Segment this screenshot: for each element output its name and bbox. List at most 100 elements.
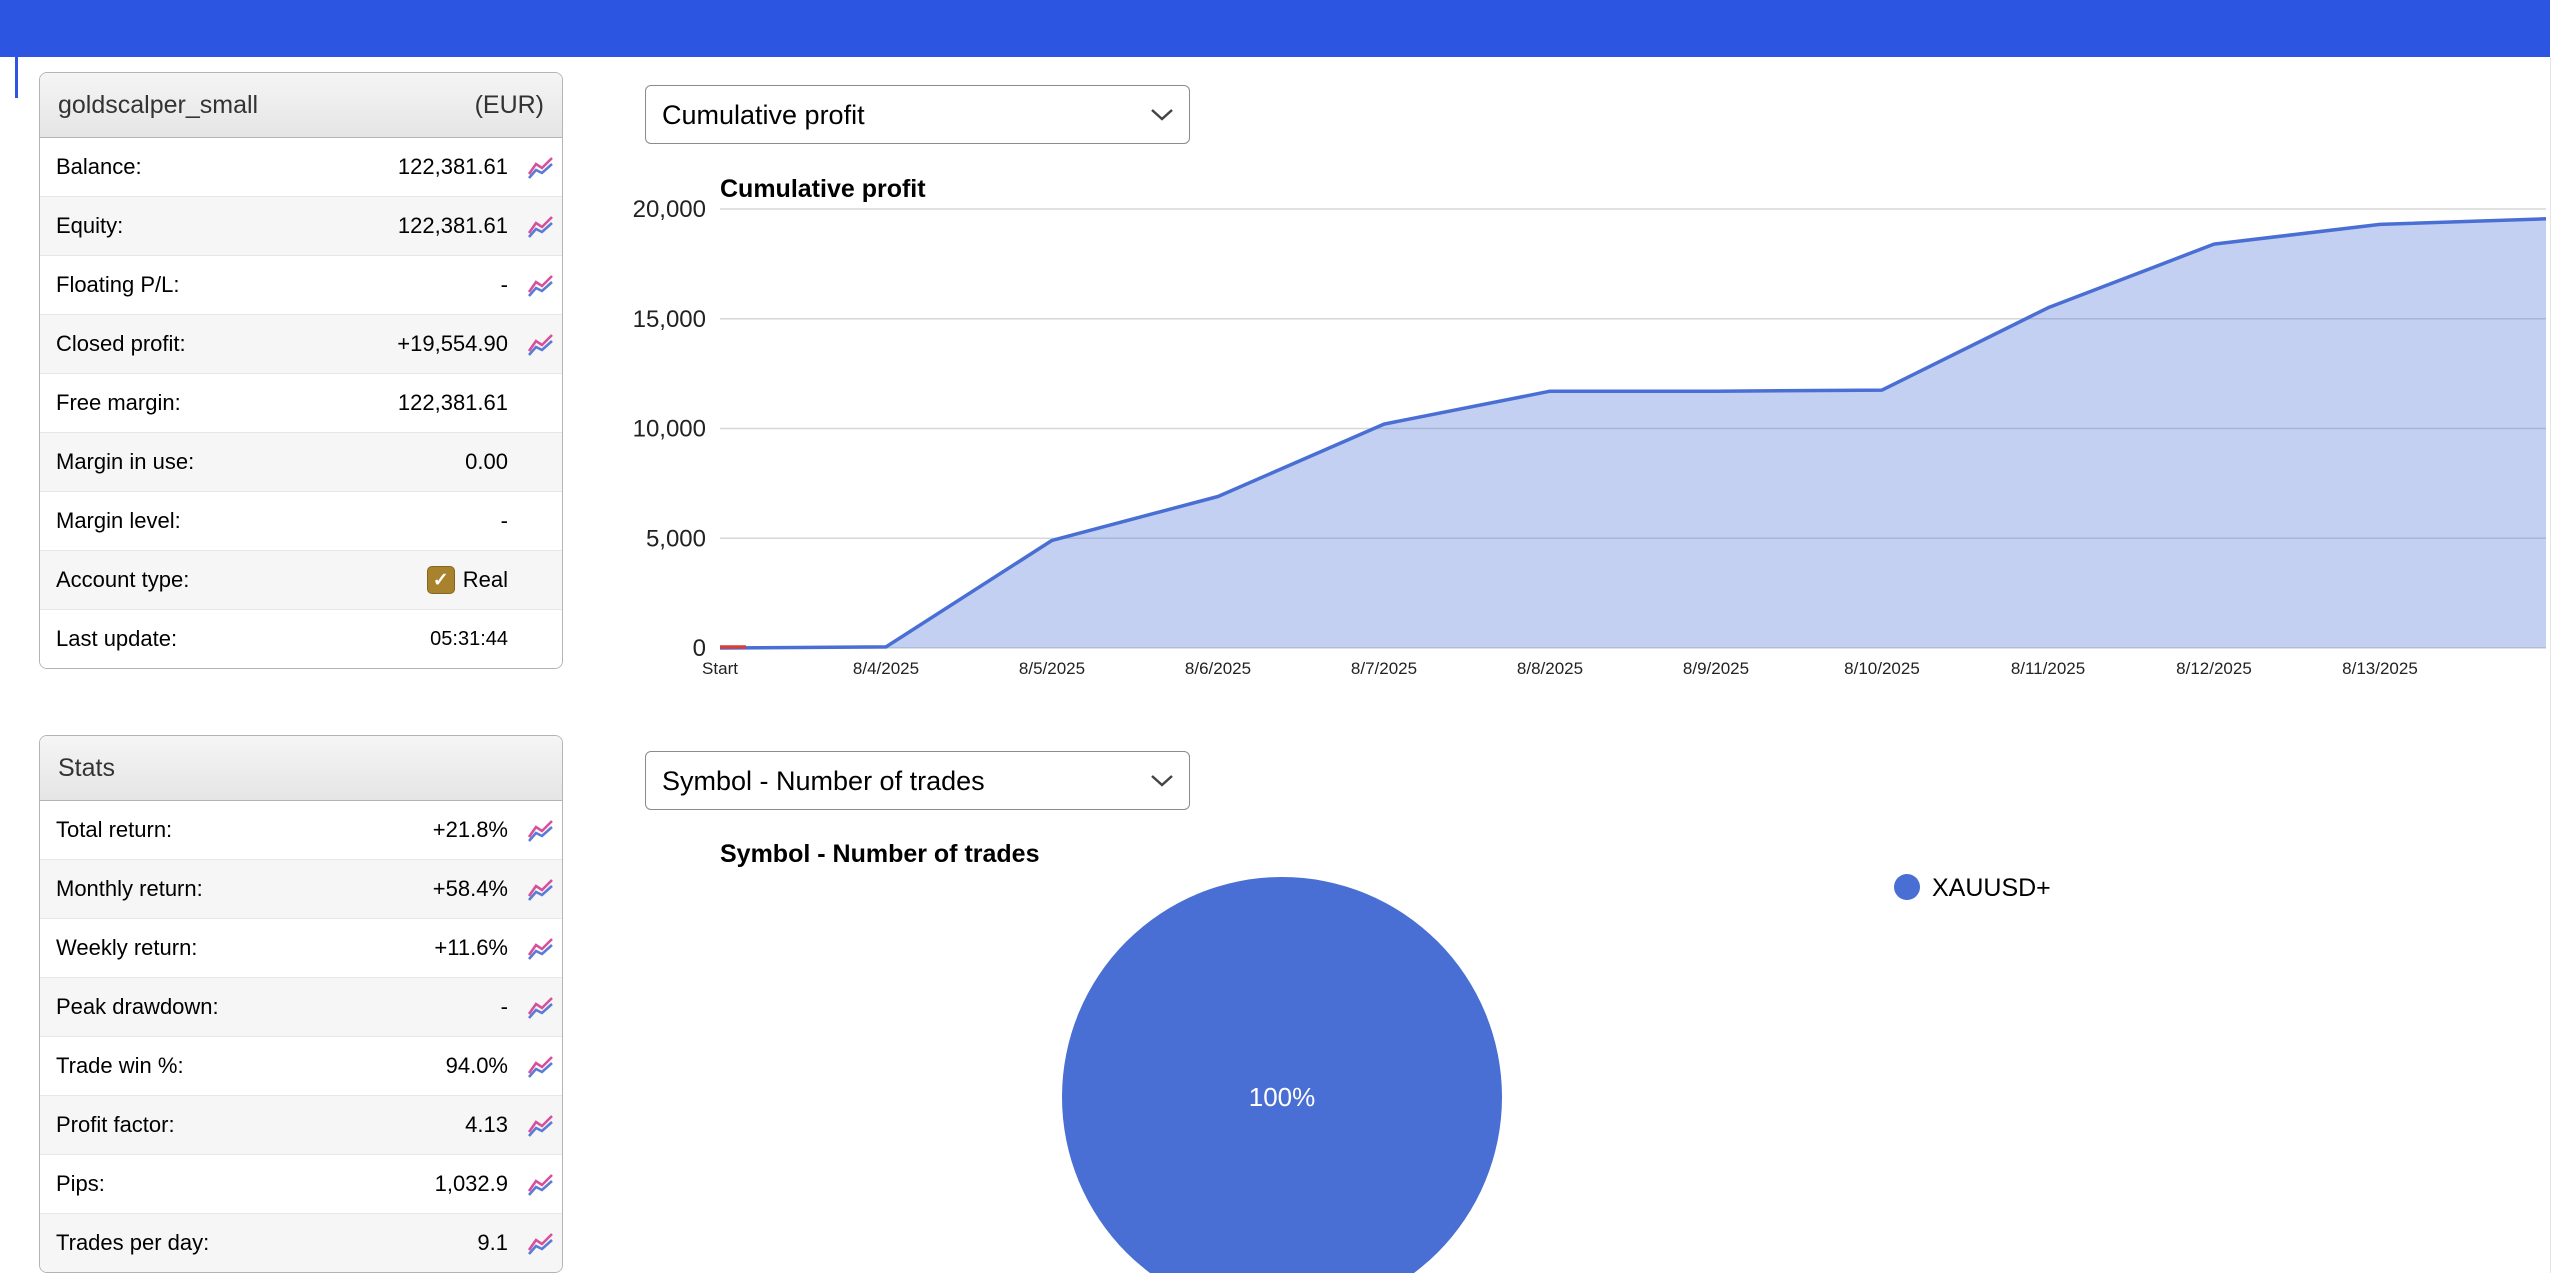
row-label: Floating P/L: — [56, 272, 180, 297]
stat-row: Trade win %: 94.0% — [40, 1037, 562, 1096]
sparkline-chart-icon[interactable] — [527, 1231, 554, 1255]
sparkline-chart-icon[interactable] — [527, 995, 554, 1019]
y-axis-label: 0 — [693, 635, 706, 662]
y-axis-label: 5,000 — [646, 525, 706, 552]
row-label: Weekly return: — [56, 935, 198, 960]
sparkline-chart-icon[interactable] — [527, 155, 554, 179]
row-label: Peak drawdown: — [56, 994, 219, 1019]
stat-row: Weekly return: +11.6% — [40, 919, 562, 978]
sparkline-chart-icon[interactable] — [527, 273, 554, 297]
chart1-title: Cumulative profit — [720, 175, 926, 203]
sparkline-chart-icon[interactable] — [527, 1172, 554, 1196]
sparkline-chart-icon[interactable] — [527, 214, 554, 238]
row-value: +19,554.90 — [397, 331, 508, 356]
account-row: Balance: 122,381.61 — [40, 138, 562, 197]
row-icon-cell — [508, 818, 554, 842]
stat-row: Trades per day: 9.1 — [40, 1214, 562, 1272]
x-axis-label: 8/6/2025 — [1185, 659, 1251, 678]
row-label: Total return: — [56, 817, 173, 842]
pie-slice-label: 100% — [1249, 1082, 1316, 1112]
row-value: 122,381.61 — [397, 213, 508, 238]
x-axis-label: Start — [702, 659, 738, 678]
sparkline-chart-icon[interactable] — [527, 1054, 554, 1078]
row-icon-cell — [508, 332, 554, 356]
cumulative-profit-chart: Cumulative profit 0 5,000 10,000 15,000 20,00… — [633, 175, 2547, 678]
row-value: 1,032.9 — [434, 1171, 508, 1196]
account-row: Margin level: - — [40, 492, 562, 551]
sparkline-chart-icon[interactable] — [527, 877, 554, 901]
chart1-type-select[interactable]: Cumulative profit — [645, 85, 1190, 144]
row-value: - — [500, 994, 508, 1019]
row-icon-cell — [508, 1172, 554, 1196]
row-label: Margin level: — [56, 508, 181, 533]
account-row: Free margin: 122,381.61 — [40, 374, 562, 433]
row-value: +21.8% — [432, 817, 508, 842]
row-label: Trades per day: — [56, 1230, 210, 1255]
account-row: Closed profit: +19,554.90 — [40, 315, 562, 374]
row-value: 9.1 — [477, 1230, 508, 1255]
account-row: Last update: 05:31:44 — [40, 610, 562, 668]
stats-rows: Total return: +21.8% Monthly return: +58.4%… — [40, 801, 562, 1272]
profit-line — [719, 217, 2547, 650]
stats-title: Stats — [58, 753, 115, 782]
account-row: Account type: ✓ Real — [40, 551, 562, 610]
account-row: Equity: 122,381.61 — [40, 197, 562, 256]
row-icon-cell — [508, 273, 554, 297]
stat-row: Peak drawdown: - — [40, 978, 562, 1037]
x-axis-label: 8/7/2025 — [1351, 659, 1417, 678]
symbol-trades-pie-chart: Symbol - Number of trades 100% XAUUSD+ — [720, 840, 2051, 1273]
row-value: +58.4% — [432, 876, 508, 901]
row-icon-cell — [508, 155, 554, 179]
row-label: Equity: — [56, 213, 124, 238]
sparkline-chart-icon[interactable] — [527, 332, 554, 356]
row-icon-cell — [508, 995, 554, 1019]
y-axis-label: 20,000 — [633, 196, 706, 223]
page-right-border — [2550, 57, 2551, 1273]
chart2-type-select[interactable]: Symbol - Number of trades — [645, 751, 1190, 810]
row-value: - — [500, 272, 508, 297]
area-fill — [720, 218, 2546, 649]
x-axis-label: 8/8/2025 — [1517, 659, 1583, 678]
row-label: Profit factor: — [56, 1112, 175, 1137]
x-axis-label: 8/5/2025 — [1019, 659, 1085, 678]
account-row: Margin in use: 0.00 — [40, 433, 562, 492]
y-axis-label: 10,000 — [633, 416, 706, 443]
row-label: Last update: — [56, 626, 178, 651]
x-axis-label: 8/4/2025 — [853, 659, 919, 678]
account-row: Floating P/L: - — [40, 256, 562, 315]
account-rows: Balance: 122,381.61 Equity: 122,381.61 Float… — [40, 138, 562, 668]
stat-row: Pips: 1,032.9 — [40, 1155, 562, 1214]
stat-row: Total return: +21.8% — [40, 801, 562, 860]
y-axis-label: 15,000 — [633, 306, 706, 333]
row-value: 122,381.61 — [397, 154, 508, 179]
chart2-select-wrap: Symbol - Number of trades — [645, 751, 1190, 810]
account-currency: (EUR) — [474, 90, 544, 119]
row-label: Closed profit: — [56, 331, 186, 356]
row-label: Free margin: — [56, 390, 181, 415]
sparkline-chart-icon[interactable] — [527, 1113, 554, 1137]
row-icon-cell — [508, 936, 554, 960]
row-label: Pips: — [56, 1171, 105, 1196]
sparkline-chart-icon[interactable] — [527, 818, 554, 842]
row-value: 4.13 — [465, 1112, 508, 1137]
row-value: +11.6% — [434, 935, 508, 960]
chart2-title: Symbol - Number of trades — [720, 840, 1040, 868]
row-icon-cell — [508, 877, 554, 901]
chart1-select-wrap: Cumulative profit — [645, 85, 1190, 144]
account-summary-panel: goldscalper_small (EUR) Balance: 122,381.… — [39, 72, 563, 669]
x-axis-label: 8/11/2025 — [2011, 659, 2085, 678]
account-name: goldscalper_small — [58, 90, 259, 119]
row-value: ✓ Real — [426, 566, 508, 594]
x-axis-label: 8/13/2025 — [2342, 659, 2418, 678]
row-icon-cell — [508, 214, 554, 238]
row-icon-cell — [508, 1113, 554, 1137]
x-axis-label: 8/10/2025 — [1844, 659, 1920, 678]
row-icon-cell — [508, 1231, 554, 1255]
legend-label: XAUUSD+ — [1932, 874, 2051, 902]
sparkline-chart-icon[interactable] — [527, 936, 554, 960]
stat-row: Monthly return: +58.4% — [40, 860, 562, 919]
row-icon-cell — [508, 1054, 554, 1078]
row-value: - — [500, 508, 508, 533]
row-label: Account type: — [56, 567, 190, 592]
row-value: 94.0% — [445, 1053, 508, 1078]
